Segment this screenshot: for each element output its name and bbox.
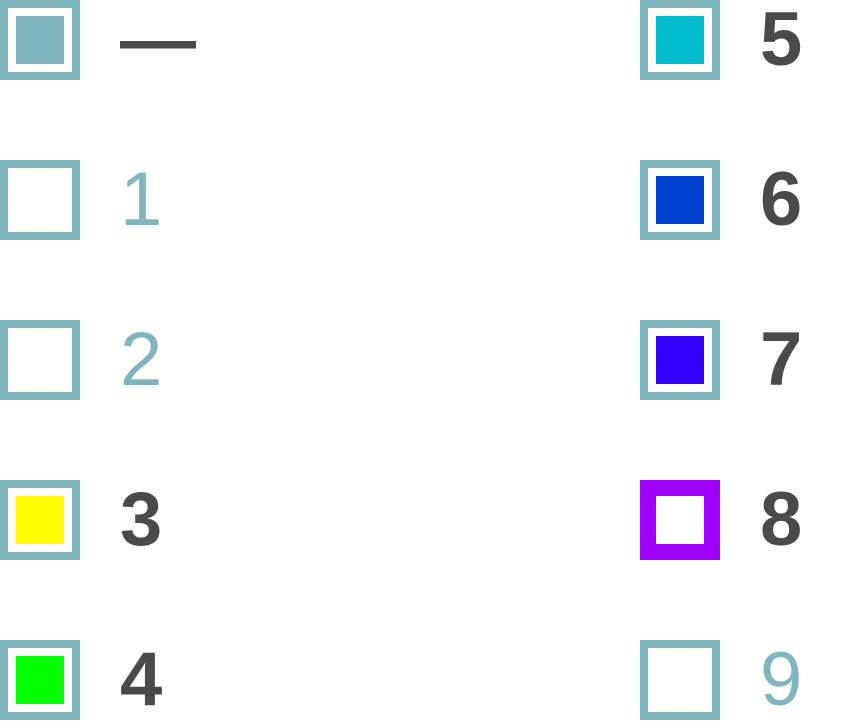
- swatch-fill: [656, 176, 704, 224]
- option-label: 4: [120, 637, 163, 722]
- swatch-box-selected[interactable]: [640, 480, 720, 560]
- swatch-box[interactable]: [640, 160, 720, 240]
- option-none[interactable]: —: [0, 0, 240, 80]
- option-label: 9: [760, 637, 803, 722]
- option-label: 1: [120, 157, 163, 242]
- swatch-fill: [16, 16, 64, 64]
- swatch-box[interactable]: [640, 640, 720, 720]
- swatch-fill: [656, 336, 704, 384]
- option-label: 3: [120, 477, 163, 562]
- swatch-fill: [16, 656, 64, 704]
- option-7[interactable]: 7: [640, 320, 860, 400]
- option-label: 7: [760, 317, 803, 402]
- option-label: 8: [760, 477, 803, 562]
- swatch-box[interactable]: [640, 320, 720, 400]
- swatch-fill: [656, 16, 704, 64]
- swatch-box[interactable]: [0, 640, 80, 720]
- swatch-box[interactable]: [0, 160, 80, 240]
- option-label: 6: [760, 157, 803, 242]
- swatch-box[interactable]: [0, 320, 80, 400]
- swatch-box[interactable]: [0, 0, 80, 80]
- option-label: —: [120, 0, 196, 82]
- swatch-box[interactable]: [0, 480, 80, 560]
- option-6[interactable]: 6: [640, 160, 860, 240]
- option-3[interactable]: 3: [0, 480, 240, 560]
- swatch-box[interactable]: [640, 0, 720, 80]
- option-5[interactable]: 5: [640, 0, 860, 80]
- option-2[interactable]: 2: [0, 320, 240, 400]
- option-1[interactable]: 1: [0, 160, 240, 240]
- option-4[interactable]: 4: [0, 640, 240, 720]
- option-9[interactable]: 9: [640, 640, 860, 720]
- option-label: 5: [760, 0, 803, 82]
- option-label: 2: [120, 317, 163, 402]
- swatch-fill: [16, 496, 64, 544]
- option-8[interactable]: 8: [640, 480, 860, 560]
